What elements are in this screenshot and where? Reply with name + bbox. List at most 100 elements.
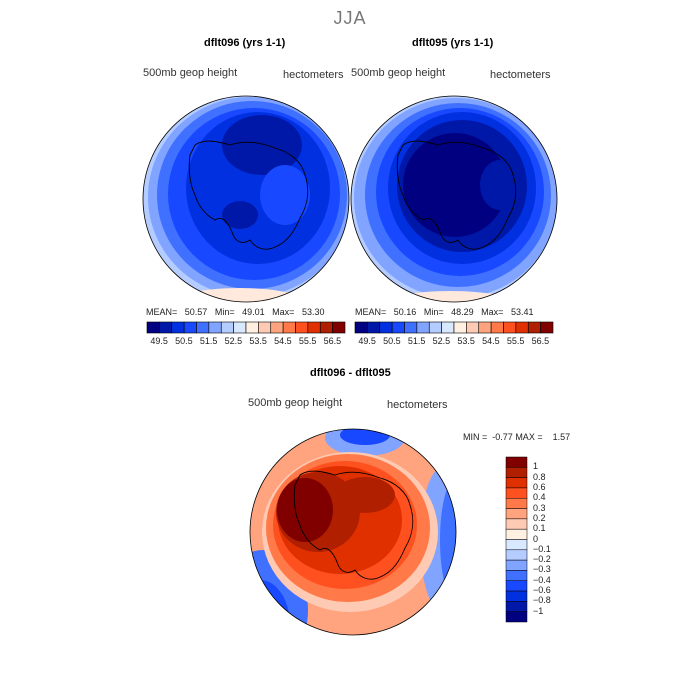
colorbar-swatch	[505, 580, 528, 592]
colorbar-swatch	[505, 528, 528, 540]
colorbar-tick-label: 53.5	[249, 336, 267, 346]
colorbar-level-label: −0.3	[533, 564, 551, 575]
colorbar-level-label: −0.6	[533, 585, 551, 596]
colorbar-swatch	[505, 518, 528, 530]
colorbar-tick-label: 50.5	[383, 336, 401, 346]
colorbar-tick-label: 53.5	[457, 336, 475, 346]
colorbar-swatch	[220, 321, 234, 334]
field-label-left: 500mb geop height	[143, 67, 238, 79]
colorbar-tick-label: 49.5	[150, 336, 168, 346]
map-border-left	[142, 95, 350, 303]
colorbar-swatch	[453, 321, 467, 334]
colorbar-level-label: 0.1	[533, 523, 546, 534]
colorbar-swatch	[367, 321, 381, 334]
mean-value: 50.57	[184, 307, 208, 317]
colorbar-swatch	[233, 321, 247, 334]
colorbar-swatch	[490, 321, 504, 334]
colorbar-swatch	[505, 456, 528, 468]
mean-label: MEAN=	[146, 307, 178, 317]
colorbar-swatch	[540, 321, 554, 334]
colorbar-swatch	[505, 570, 528, 581]
colorbar-tick-label: 50.5	[175, 336, 193, 346]
colorbar-swatch	[505, 549, 528, 561]
colorbar-level-label: −0.1	[533, 543, 551, 554]
colorbar-swatch	[295, 321, 309, 334]
map-dflt095	[351, 96, 557, 302]
colorbar-swatch	[245, 321, 259, 334]
colorbar-level-label: 0.6	[533, 481, 546, 492]
colorbar-swatch	[505, 487, 528, 499]
colorbar-level-label: 0	[533, 533, 539, 544]
colorbar-tick-label: 52.5	[224, 336, 243, 346]
colorbar-swatch	[416, 321, 430, 334]
mean-label: MEAN=	[355, 307, 387, 317]
colorbar-right	[354, 321, 554, 334]
colorbar-swatch	[282, 321, 296, 334]
colorbar-level-label: −0.8	[533, 595, 551, 606]
colorbar-level-label: −1	[533, 605, 544, 616]
colorbar-swatch	[391, 321, 405, 334]
stats-right: MEAN= 50.16 Min= 48.29 Max= 53.41	[355, 307, 533, 317]
colorbar-swatch	[196, 321, 210, 334]
colorbar-level-label: −0.2	[533, 554, 551, 565]
colorbar-swatch	[527, 321, 541, 334]
colorbar-swatch	[159, 321, 173, 334]
min-label: Min=	[214, 307, 235, 317]
colorbar-swatch	[505, 559, 528, 571]
map-dflt096	[143, 96, 349, 302]
colorbar-tick-label: 51.5	[199, 336, 218, 346]
colorbar-swatch	[270, 321, 284, 334]
colorbar-tick-label: 54.5	[274, 336, 292, 346]
colorbar-swatch	[354, 321, 368, 334]
colorbar-tick-label: 56.5	[531, 336, 550, 346]
colorbar-swatch	[171, 321, 185, 334]
colorbar-swatch	[146, 321, 160, 334]
diff-title: dflt096 - dflt095	[310, 367, 391, 379]
colorbar-tick-label: 55.5	[298, 336, 317, 346]
colorbar-swatch	[515, 321, 529, 334]
diff-field-label: 500mb geop height	[248, 397, 343, 409]
colorbar-swatch	[332, 321, 346, 334]
colorbar-swatch	[379, 321, 393, 334]
max-label: MAX =	[515, 432, 543, 442]
colorbar-swatch	[505, 590, 528, 602]
colorbar-tick-label: 56.5	[323, 336, 342, 346]
stats-left: MEAN= 50.57 Min= 49.01 Max= 53.30	[146, 307, 324, 317]
colorbar-swatch	[505, 601, 528, 612]
colorbar-level-label: 0.8	[533, 471, 546, 482]
colorbar-swatch	[478, 321, 492, 334]
min-value: -0.77	[492, 432, 513, 442]
colorbar-level-label: 0.3	[533, 502, 546, 513]
field-label-right: 500mb geop height	[351, 67, 446, 79]
colorbar-swatch	[505, 508, 528, 520]
max-label: Max=	[481, 307, 504, 317]
colorbar-swatch	[503, 321, 517, 334]
max-value: 1.57	[552, 432, 571, 442]
colorbar-level-label: 1	[533, 461, 539, 472]
colorbar-swatch	[319, 321, 333, 334]
units-label-right: hectometers	[490, 69, 551, 81]
diff-minmax: MIN = -0.77 MAX = 1.57	[463, 432, 570, 442]
colorbar-swatch	[441, 321, 455, 334]
colorbar-swatch	[208, 321, 222, 334]
mean-value: 50.16	[393, 307, 417, 317]
colorbar-swatch	[505, 477, 528, 489]
colorbar-tick-label: 49.5	[358, 336, 376, 346]
min-value: 49.01	[242, 307, 265, 317]
map-border-diff	[249, 428, 457, 636]
colorbar-level-label: 0.2	[533, 512, 546, 523]
map-difference	[250, 429, 456, 635]
colorbar-tick-label: 54.5	[482, 336, 500, 346]
colorbar-diff	[505, 456, 528, 623]
min-label: MIN =	[463, 432, 488, 442]
colorbar-left	[146, 321, 346, 334]
min-value: 48.29	[451, 307, 474, 317]
colorbar-swatch	[505, 467, 528, 478]
colorbar-swatch	[466, 321, 480, 334]
panel-title-left: dflt096 (yrs 1-1)	[204, 37, 286, 49]
diff-units-label: hectometers	[387, 399, 448, 411]
colorbar-tick-label: 52.5	[432, 336, 451, 346]
map-border-right	[350, 95, 558, 303]
colorbar-level-label: −0.4	[533, 574, 551, 585]
